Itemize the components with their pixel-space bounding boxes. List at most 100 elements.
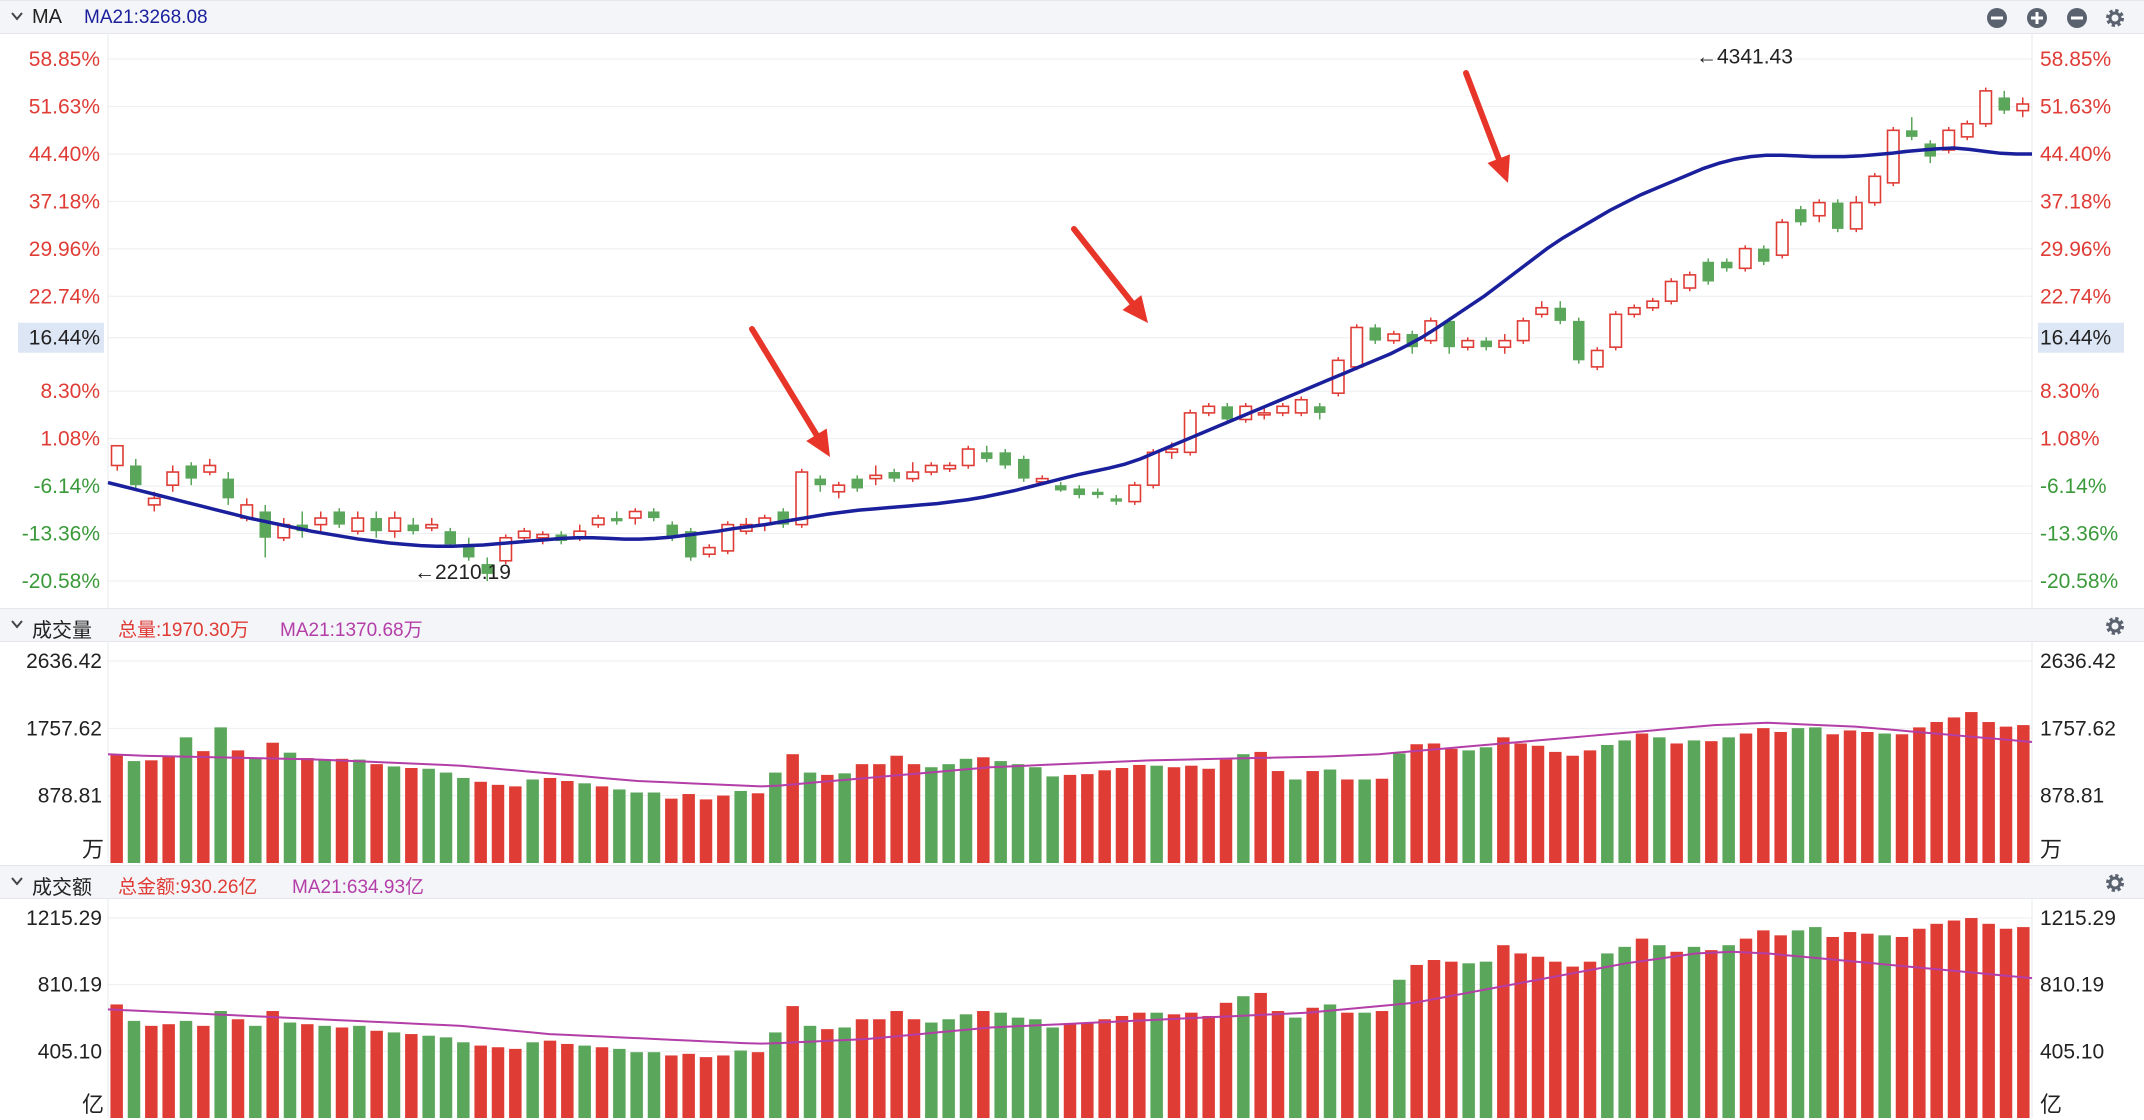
candle-body: [536, 533, 550, 539]
volume-bar: [127, 1020, 141, 1118]
volume-bar: [613, 1048, 626, 1118]
volume-bar: [1202, 1015, 1215, 1118]
candle-body: [222, 478, 234, 499]
volume-bar: [318, 1025, 331, 1118]
volume-bar: [1826, 936, 1839, 1118]
volume-bar: [214, 1011, 227, 1118]
candle-body: [943, 464, 957, 470]
volume-bar: [1479, 961, 1493, 1118]
candle-body: [407, 524, 419, 532]
candle-body: [444, 531, 456, 545]
volume-bar: [1583, 750, 1597, 863]
volume-bar: [1323, 769, 1337, 863]
candle-body: [1128, 484, 1142, 503]
low-annotation: ←2210.19: [414, 561, 511, 584]
volume-bar: [197, 1025, 210, 1118]
volume-bar: [1861, 731, 1874, 863]
volume-bar: [1306, 771, 1319, 863]
candle-body: [1683, 274, 1697, 289]
volume-bar: [942, 1019, 955, 1118]
collapse-circle-icon[interactable]: [2066, 7, 2088, 29]
volume-bar: [1826, 734, 1839, 863]
volume-bar: [1670, 951, 1683, 1118]
volume-bar: [1687, 740, 1701, 863]
chevron-down-icon[interactable]: [10, 874, 24, 888]
candle-body: [481, 564, 493, 574]
candle-body: [1350, 326, 1364, 368]
volume-panel-title: 成交量: [32, 620, 92, 642]
candle-body: [147, 497, 161, 506]
volume-bar: [734, 790, 747, 863]
chevron-down-icon[interactable]: [10, 9, 24, 23]
volume-bar: [595, 786, 609, 863]
candle-body: [388, 517, 402, 532]
volume-bar: [1930, 923, 1943, 1118]
volume-bar: [786, 1006, 799, 1118]
left-axis-tick: -20.58%: [22, 570, 100, 593]
volume-bar: [595, 1047, 609, 1118]
candle-body: [648, 511, 660, 519]
volume-bar: [1653, 945, 1666, 1118]
candle-body: [130, 465, 142, 486]
candle-body: [1461, 339, 1475, 348]
volume-bar: [578, 783, 591, 863]
volume-bar: [1618, 946, 1631, 1118]
right-axis-tick: -13.36%: [2040, 523, 2118, 546]
volume-bar: [335, 1027, 349, 1118]
candle-body: [832, 484, 846, 493]
volume-bar: [457, 1042, 470, 1118]
volume-bar: [1150, 1012, 1163, 1118]
volume-bar: [1497, 945, 1510, 1118]
volume-bar: [786, 754, 799, 863]
volume-bar: [1185, 1012, 1198, 1118]
volume-bar: [405, 1034, 418, 1118]
volume-bar: [1878, 733, 1891, 863]
volume-bar: [1809, 727, 1822, 863]
gear-icon[interactable]: [2104, 615, 2126, 637]
candle-body: [906, 471, 920, 480]
volume-bar: [1687, 946, 1701, 1118]
candle-body: [2016, 103, 2030, 112]
volume-ma-label: MA21:1370.68万: [280, 620, 423, 641]
volume-bar: [803, 1025, 817, 1118]
candle-body: [499, 536, 513, 562]
candle-body: [1702, 261, 1714, 282]
volume-bar: [994, 1012, 1007, 1118]
volume-bar: [249, 758, 262, 863]
volume-bar: [1843, 932, 1857, 1118]
volume-bar: [1271, 771, 1285, 863]
gear-icon[interactable]: [2104, 872, 2126, 894]
candle-body: [1942, 129, 1956, 151]
volume-chart: 2636.42 2636.42 1757.62 1757.62 878.81 878.81…: [26, 641, 2116, 863]
volume-bar: [1219, 759, 1233, 863]
candle-body: [1868, 175, 1882, 204]
left-axis-tick: 58.85%: [29, 48, 100, 71]
chevron-down-icon[interactable]: [10, 617, 24, 631]
left-axis-tick: 1757.62: [26, 717, 102, 740]
right-axis-tick: 8.30%: [2040, 380, 2100, 403]
volume-bar: [1410, 744, 1423, 863]
volume-bar: [1427, 960, 1441, 1118]
volume-bar: [1289, 1017, 1302, 1118]
volume-bar: [1670, 743, 1683, 863]
gear-icon[interactable]: [2104, 7, 2126, 29]
volume-bar: [1202, 768, 1215, 863]
unit-label: 万: [2040, 837, 2062, 862]
volume-bar: [301, 1024, 314, 1118]
volume-bar: [1982, 722, 1995, 863]
volume-bar: [162, 1024, 175, 1118]
volume-bar: [231, 1019, 245, 1118]
volume-bar: [474, 1045, 487, 1118]
unit-label: 万: [82, 837, 104, 862]
left-axis-tick: 37.18%: [29, 190, 100, 213]
volume-bar: [249, 1025, 262, 1118]
volume-bar: [769, 1032, 782, 1118]
plus-circle-icon[interactable]: [2026, 7, 2048, 29]
volume-bar: [1722, 737, 1735, 863]
right-axis-tick: 22.74%: [2040, 285, 2111, 308]
minus-circle-icon[interactable]: [1986, 7, 2008, 29]
volume-bar: [543, 777, 557, 863]
amount-ma-label: MA21:634.93亿: [292, 877, 425, 898]
volume-bar: [1011, 764, 1025, 863]
volume-bar: [1011, 1017, 1025, 1118]
